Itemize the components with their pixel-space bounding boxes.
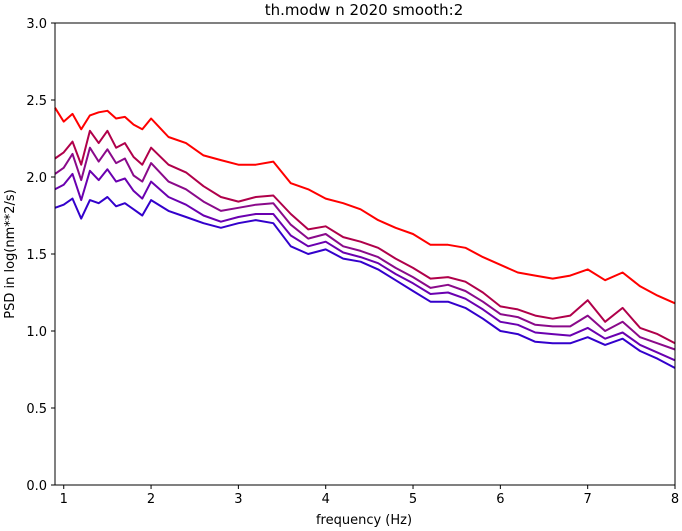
x-tick-label: 7 (584, 492, 592, 507)
y-tick-label: 1.5 (26, 248, 47, 263)
y-axis: 0.0 0.5 1.0 1.5 2.0 2.5 3.0 (26, 17, 55, 494)
x-tick-label: 1 (60, 492, 68, 507)
chart-title: th.modw n 2020 smooth:2 (265, 1, 464, 19)
x-tick-label: 8 (671, 492, 679, 507)
y-tick-label: 1.0 (26, 325, 47, 340)
y-tick-label: 2.0 (26, 171, 47, 186)
x-tick-label: 4 (322, 492, 330, 507)
x-tick-label: 2 (147, 492, 155, 507)
psd-series-line-4 (54, 168, 676, 362)
y-tick-label: 0.0 (26, 479, 47, 494)
y-tick-label: 2.5 (26, 94, 47, 109)
x-axis-label: frequency (Hz) (316, 513, 412, 528)
x-tick-label: 5 (409, 492, 417, 507)
x-tick-label: 3 (234, 492, 242, 507)
series-layer (54, 107, 676, 369)
plot-frame (54, 22, 676, 486)
y-axis-label: PSD in log(nm**2/s) (3, 189, 18, 319)
psd-series-line-1 (54, 107, 676, 305)
y-tick-label: 0.5 (26, 402, 47, 417)
y-tick-label: 3.0 (26, 17, 47, 32)
psd-series-line-5 (54, 196, 676, 369)
psd-series-line-2 (54, 129, 676, 345)
psd-series-line-3 (54, 146, 676, 351)
x-axis: 1 2 3 4 5 6 7 8 (60, 485, 679, 507)
x-tick-label: 6 (496, 492, 504, 507)
